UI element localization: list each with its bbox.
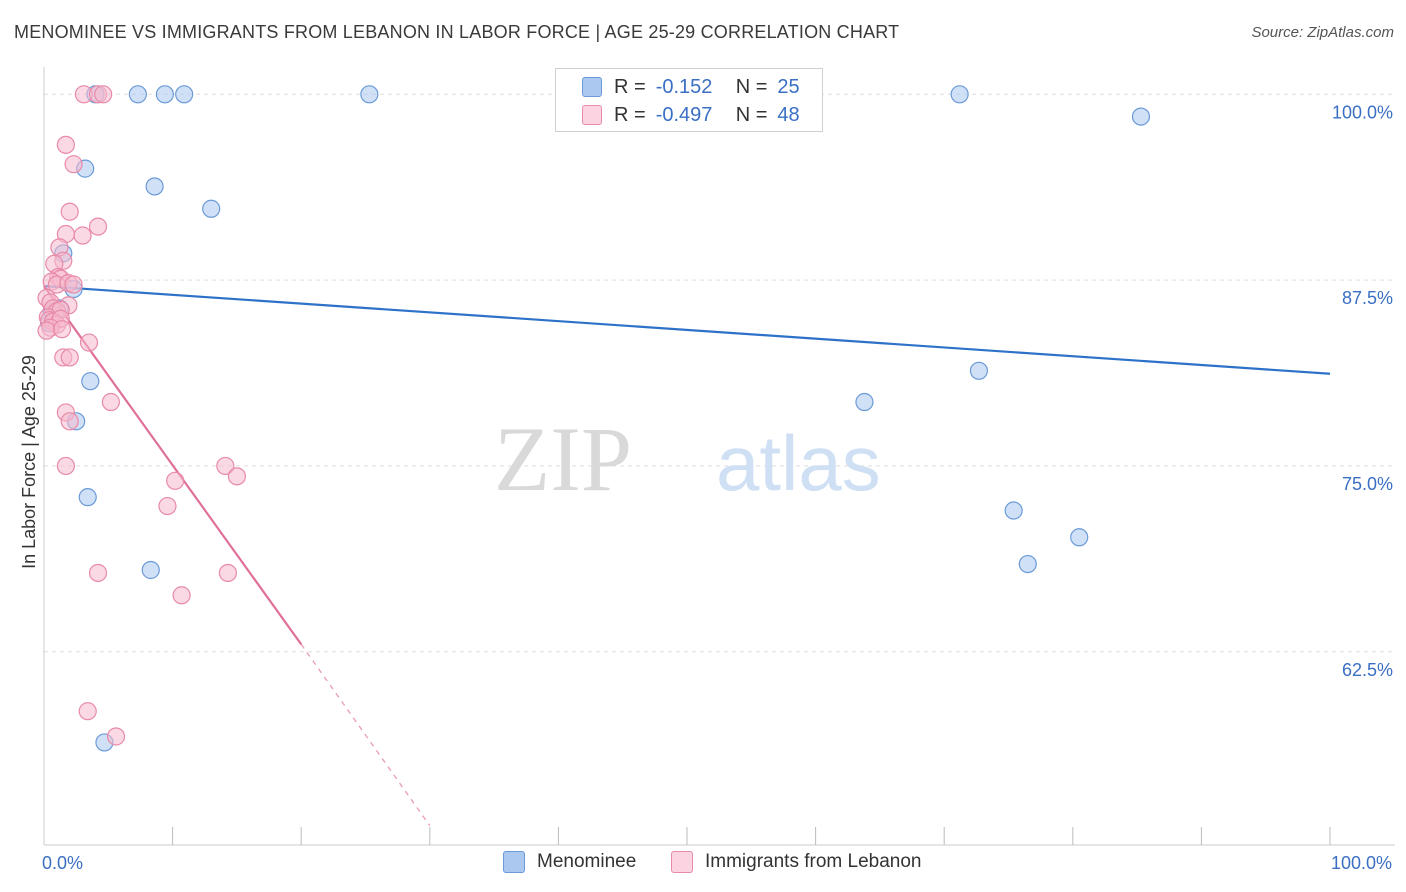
r-label: R = [614,103,646,126]
chart-title: MENOMINEE VS IMMIGRANTS FROM LEBANON IN … [14,22,900,42]
pink-data-point [64,155,83,174]
pink-data-point [52,320,72,339]
n-value: 48 [777,103,800,126]
pink-data-point [60,412,79,431]
watermark-atlas: atlas [716,419,881,507]
pink-data-point [88,217,108,236]
pink-data-point [78,702,97,721]
y-axis-label: In Labor Force | Age 25-29 [19,355,39,569]
blue-swatch-icon [503,851,525,873]
legend-label: Immigrants from Lebanon [705,851,922,872]
blue-data-point [855,392,874,412]
blue-data-point [145,177,164,196]
legend-row-lebanon: R = -0.497 N = 48 [582,101,800,129]
y-tick-label: 75.0% [1342,474,1393,494]
pink-data-point [106,727,126,746]
y-tick-label: 62.5% [1342,660,1393,680]
pink-data-point [73,226,92,245]
pink-data-point [216,456,235,476]
source-label: Source: ZipAtlas.com [1251,24,1394,41]
pink-data-point [79,333,99,352]
blue-data-point [155,85,174,104]
pink-data-point [37,321,56,340]
legend-item-lebanon[interactable]: Immigrants from Lebanon [671,851,922,873]
blue-data-point [1070,528,1089,547]
blue-data-point [128,85,147,104]
pink-data-point [60,348,79,367]
n-label: N = [735,75,768,98]
blue-data-point [969,361,989,380]
legend-label: Menominee [537,851,637,872]
blue-data-point [360,85,379,104]
r-value: -0.497 [655,103,713,126]
pink-swatch-icon [671,851,693,873]
watermark-zip: ZIP [494,408,632,510]
blue-data-point [950,85,969,104]
pink-data-point [56,135,75,154]
y-tick-label: 87.5% [1342,288,1393,308]
blue-data-point [81,372,100,391]
pink-data-point [166,471,185,490]
blue-data-point [78,488,97,507]
pink-data-point [172,586,191,605]
blue-data-point [175,85,194,104]
pink-data-point [227,467,246,486]
pink-data-point [218,563,237,583]
pink-data-point [64,275,83,294]
n-label: N = [735,103,768,126]
pink-swatch-icon [582,105,602,125]
series-legend: Menominee Immigrants from Lebanon [0,851,1406,877]
r-value: -0.152 [655,75,713,98]
pink-data-point [60,202,79,221]
blue-data-point [1018,554,1037,574]
pink-trend-extension [300,643,431,827]
pink-data-point [88,563,108,583]
blue-data-point [1131,107,1151,126]
blue-trend-line [43,284,1331,375]
pink-data-point [158,496,177,516]
legend-row-menominee: R = -0.152 N = 25 [582,73,800,101]
pink-data-point [94,85,113,104]
blue-data-point [202,199,221,218]
pink-data-point [101,392,120,412]
blue-data-point [1004,501,1023,520]
legend-item-menominee[interactable]: Menominee [503,851,636,873]
y-tick-label: 100.0% [1332,102,1393,122]
n-value: 25 [777,75,800,98]
r-label: R = [614,75,646,98]
x-tick-label: 0.0% [42,853,83,873]
blue-swatch-icon [582,77,602,97]
x-tick-label: 100.0% [1331,853,1392,873]
blue-data-point [141,560,160,580]
pink-data-point [56,456,75,476]
correlation-legend: R = -0.152 N = 25 R = -0.497 N = 48 [555,68,823,132]
